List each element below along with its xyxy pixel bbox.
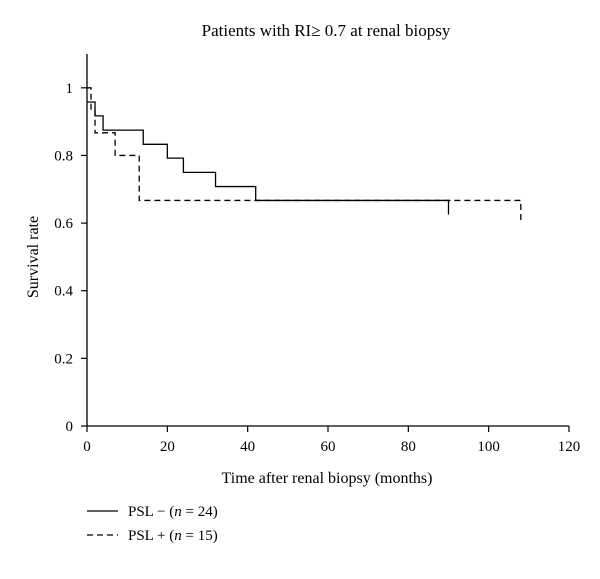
y-tick-label: 0.4 [54,284,73,300]
series-line-psl-minus [87,101,450,215]
legend-label-psl-plus: PSL + (n = 15) [128,528,218,544]
y-tick-label: 0 [66,419,74,435]
x-tick-label: 120 [558,439,581,455]
chart-title: Patients with RI≥ 0.7 at renal biopsy [202,21,451,40]
y-tick-label: 0.6 [54,216,73,232]
legend: PSL − (n = 24) PSL + (n = 15) [87,504,218,544]
x-axis-label: Time after renal biopsy (months) [222,470,433,487]
x-tick-label: 20 [160,439,175,455]
x-tick-label: 80 [401,439,416,455]
y-tick-label: 1 [66,81,74,97]
x-tick-label: 100 [477,439,500,455]
x-tick-label: 60 [321,439,336,455]
series-line-psl-plus [87,87,522,224]
y-tick-label: 0.8 [54,148,73,164]
y-axis-label: Survival rate [25,216,42,298]
y-tick-label: 0.2 [54,351,73,367]
axes: 0 20 40 60 80 100 120 0 0.2 0.4 0.6 0.8 1 [54,54,580,455]
legend-label-psl-minus: PSL − (n = 24) [128,504,218,520]
x-tick-label: 40 [240,439,255,455]
plot-area [87,87,522,224]
x-tick-label: 0 [83,439,91,455]
